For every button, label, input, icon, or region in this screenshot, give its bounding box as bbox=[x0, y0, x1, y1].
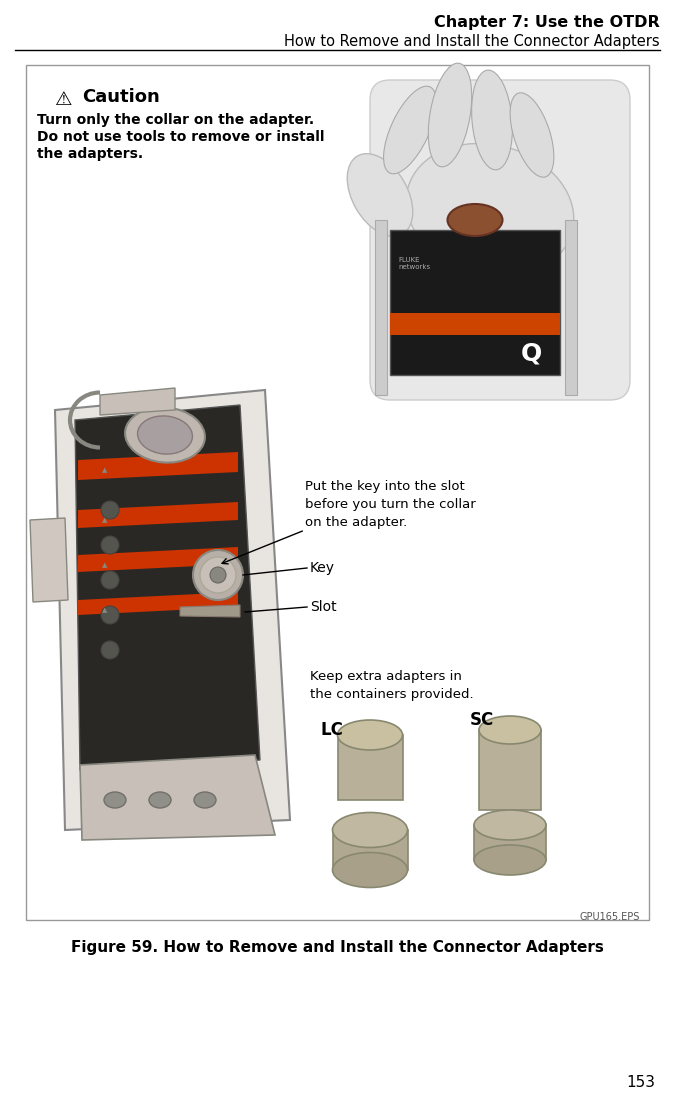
Polygon shape bbox=[78, 452, 238, 480]
Ellipse shape bbox=[406, 144, 574, 276]
Bar bbox=[565, 220, 577, 395]
Ellipse shape bbox=[479, 716, 541, 744]
Circle shape bbox=[200, 557, 236, 593]
Circle shape bbox=[101, 536, 119, 554]
Ellipse shape bbox=[333, 813, 408, 847]
Text: the containers provided.: the containers provided. bbox=[310, 688, 474, 701]
FancyBboxPatch shape bbox=[474, 825, 546, 860]
Polygon shape bbox=[80, 755, 275, 839]
Ellipse shape bbox=[510, 93, 554, 177]
Text: ▲: ▲ bbox=[102, 607, 107, 613]
Ellipse shape bbox=[194, 792, 216, 808]
Ellipse shape bbox=[149, 792, 171, 808]
Polygon shape bbox=[55, 390, 290, 830]
Text: ⚠: ⚠ bbox=[55, 90, 72, 109]
Text: Figure 59. How to Remove and Install the Connector Adapters: Figure 59. How to Remove and Install the… bbox=[71, 940, 603, 954]
Ellipse shape bbox=[383, 86, 437, 174]
Text: How to Remove and Install the Connector Adapters: How to Remove and Install the Connector … bbox=[284, 34, 660, 49]
Text: Caution: Caution bbox=[82, 88, 160, 106]
Text: FLUKE
networks: FLUKE networks bbox=[398, 257, 430, 270]
Text: the adapters.: the adapters. bbox=[37, 147, 143, 161]
Ellipse shape bbox=[347, 154, 413, 237]
Bar bbox=[390, 230, 560, 375]
Text: LC: LC bbox=[320, 721, 343, 739]
Ellipse shape bbox=[104, 792, 126, 808]
Polygon shape bbox=[30, 518, 68, 602]
FancyBboxPatch shape bbox=[338, 735, 403, 800]
Ellipse shape bbox=[333, 853, 408, 887]
Circle shape bbox=[101, 606, 119, 624]
Text: ▲: ▲ bbox=[102, 562, 107, 568]
Circle shape bbox=[101, 501, 119, 519]
Text: before you turn the collar: before you turn the collar bbox=[305, 498, 476, 511]
Text: on the adapter.: on the adapter. bbox=[305, 517, 407, 529]
Text: ▲: ▲ bbox=[102, 467, 107, 473]
Text: Chapter 7: Use the OTDR: Chapter 7: Use the OTDR bbox=[434, 15, 660, 30]
Circle shape bbox=[101, 571, 119, 589]
Text: Q: Q bbox=[520, 341, 542, 365]
FancyBboxPatch shape bbox=[333, 830, 408, 870]
Bar bbox=[390, 313, 560, 335]
Circle shape bbox=[193, 550, 243, 599]
Text: 153: 153 bbox=[626, 1075, 655, 1091]
Polygon shape bbox=[78, 592, 238, 615]
Polygon shape bbox=[75, 405, 260, 770]
Text: GPU165.EPS: GPU165.EPS bbox=[580, 912, 640, 922]
Ellipse shape bbox=[125, 407, 205, 462]
Polygon shape bbox=[100, 388, 175, 415]
Ellipse shape bbox=[474, 845, 546, 875]
Text: SC: SC bbox=[470, 711, 494, 729]
Ellipse shape bbox=[448, 204, 502, 236]
Polygon shape bbox=[78, 502, 238, 528]
Text: Key: Key bbox=[310, 561, 335, 575]
Text: Keep extra adapters in: Keep extra adapters in bbox=[310, 670, 462, 684]
Ellipse shape bbox=[338, 720, 402, 750]
Ellipse shape bbox=[474, 810, 546, 839]
Bar bbox=[375, 220, 387, 395]
Polygon shape bbox=[78, 547, 238, 572]
Text: Put the key into the slot: Put the key into the slot bbox=[305, 480, 465, 493]
Text: Do not use tools to remove or install: Do not use tools to remove or install bbox=[37, 131, 325, 144]
Circle shape bbox=[101, 641, 119, 659]
Text: Turn only the collar on the adapter.: Turn only the collar on the adapter. bbox=[37, 113, 314, 127]
Circle shape bbox=[210, 567, 226, 583]
Bar bbox=[26, 65, 649, 920]
Ellipse shape bbox=[138, 416, 192, 455]
Polygon shape bbox=[180, 605, 240, 617]
Text: Slot: Slot bbox=[310, 599, 337, 614]
Ellipse shape bbox=[429, 63, 472, 167]
Ellipse shape bbox=[472, 70, 512, 170]
FancyBboxPatch shape bbox=[479, 730, 541, 810]
Text: ▲: ▲ bbox=[102, 517, 107, 523]
FancyBboxPatch shape bbox=[370, 80, 630, 400]
